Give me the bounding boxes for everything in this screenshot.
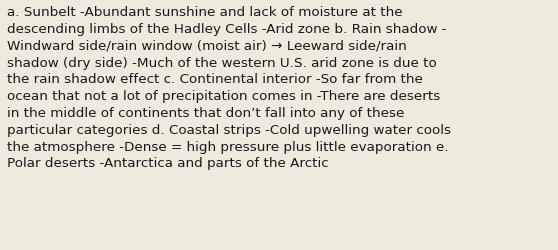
Text: a. Sunbelt -Abundant sunshine and lack of moisture at the
descending limbs of th: a. Sunbelt -Abundant sunshine and lack o… (7, 6, 451, 170)
